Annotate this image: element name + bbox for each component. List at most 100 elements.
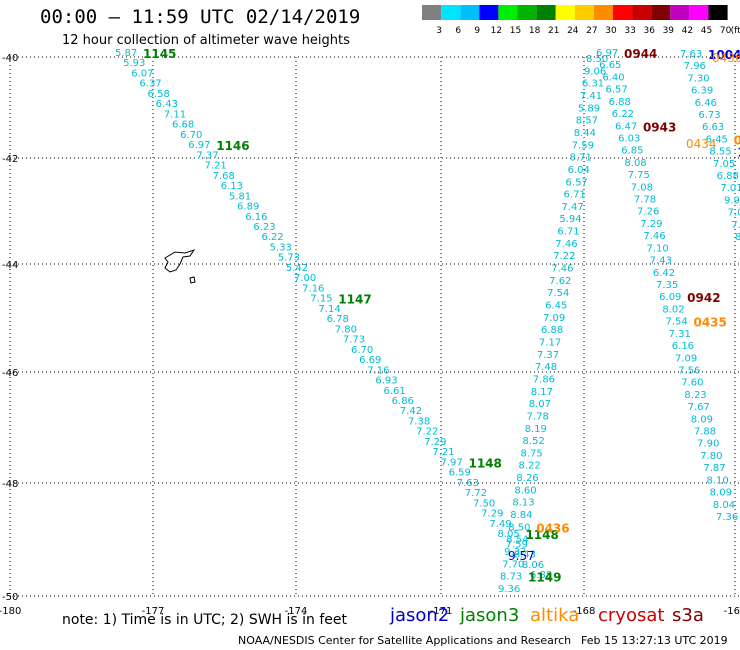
wave-height-label: 8.55 xyxy=(709,147,731,158)
wave-height-label: 8.17 xyxy=(531,387,553,398)
wave-height-label: 8.02 xyxy=(662,304,684,315)
colorbar-swatch xyxy=(708,5,728,20)
pass-time-label: 1145 xyxy=(143,47,176,61)
wave-height-label: 7.22 xyxy=(553,251,575,262)
wave-height-label: 6.39 xyxy=(691,86,713,97)
wave-height-label: 6.68 xyxy=(172,120,194,131)
wave-height-label: 8.54 xyxy=(506,535,528,546)
lon-tick-label: -168 xyxy=(573,606,596,617)
wave-height-label: 8.73 xyxy=(500,572,522,583)
wave-height-label: 6.40 xyxy=(602,72,624,83)
wave-height-label: 6.04 xyxy=(568,165,590,176)
wave-height-label: 7.09 xyxy=(543,313,565,324)
colorbar-swatch xyxy=(651,5,671,20)
wave-height-label: 6.45 xyxy=(706,134,728,145)
wave-height-label: 8.09 xyxy=(710,488,732,499)
wave-height-label: 7.11 xyxy=(164,109,186,120)
colorbar-swatch xyxy=(441,5,461,20)
axis-ticks: -180 -177 -174 -171 -168 -165 -40 -42 -44 -46 -48 -… xyxy=(0,53,740,617)
lat-tick-label: -50 xyxy=(2,592,18,603)
wave-height-label: 7.29 xyxy=(640,219,662,230)
wave-height-label: 7.87 xyxy=(703,463,725,474)
lat-tick-label: -42 xyxy=(2,154,18,165)
wave-height-label: 6.46 xyxy=(695,98,717,109)
pass-time-label: 0944 xyxy=(624,47,657,61)
pass-time-label: 1148 xyxy=(525,528,558,542)
colorbar-label: 9 xyxy=(474,26,480,36)
wave-height-label: 7.05 xyxy=(713,159,735,170)
colorbar-label: 12 xyxy=(491,26,502,36)
graticule xyxy=(9,56,740,597)
lon-tick-label: -171 xyxy=(430,606,453,617)
colorbar-label: 24 xyxy=(567,26,579,36)
wave-height-label: 6.86 xyxy=(392,396,414,407)
colorbar-swatch xyxy=(498,5,518,20)
colorbar-swatch xyxy=(422,5,442,20)
wave-height-label: 6.61 xyxy=(384,386,406,397)
wave-height-label: 6.37 xyxy=(139,79,161,90)
wave-height-label: 5.81 xyxy=(229,191,251,202)
wave-height-label: 5.94 xyxy=(559,214,581,225)
pass-time-label: 0943 xyxy=(643,120,676,134)
wave-height-label: 8.43 xyxy=(514,550,536,561)
wave-height-label: 7.49 xyxy=(489,519,511,530)
wave-height-label: 7.48 xyxy=(535,362,557,373)
wave-height-label: 7.29 xyxy=(481,509,503,520)
lat-tick-label: -40 xyxy=(2,53,18,64)
wave-height-label: 7.46 xyxy=(555,239,577,250)
island-shape xyxy=(164,249,196,273)
wave-height-label: 6.13 xyxy=(221,181,243,192)
colorbar-swatch xyxy=(555,5,575,20)
lon-tick-label: -180 xyxy=(0,606,21,617)
wave-height-label: 8.13 xyxy=(512,498,534,509)
colorbar-label: 3 xyxy=(436,26,442,36)
generation-timestamp: Feb 15 13:27:13 UTC 2019 xyxy=(581,634,728,647)
wave-height-label: 8.07 xyxy=(529,399,551,410)
legend-altika: altika xyxy=(530,605,580,626)
footnote: note: 1) Time is in UTC; 2) SWH is in fe… xyxy=(62,612,348,628)
wave-height-label: 6.73 xyxy=(698,110,720,121)
wave-height-label: 6.70 xyxy=(180,130,202,141)
wave-height-label: 8.50 xyxy=(508,522,530,533)
wave-height-label: 7.17 xyxy=(539,337,561,348)
wave-height-label: 6.71 xyxy=(557,227,579,238)
wave-height-label: 7.73 xyxy=(343,335,365,346)
wave-height-label: 7.26 xyxy=(637,207,659,218)
wave-height-label: 5.73 xyxy=(278,253,300,264)
wave-height-label: 6.31 xyxy=(582,79,604,90)
pass-time-label: 1147 xyxy=(338,293,371,307)
wave-height-label: 7.08 xyxy=(631,182,653,193)
wave-height-label: 8.10 xyxy=(707,475,729,486)
legend-cryosat: cryosat xyxy=(598,605,665,626)
wave-height-label: 6.47 xyxy=(615,121,637,132)
wave-height-label: 7.96 xyxy=(684,61,706,72)
wave-height-label: 6.22 xyxy=(612,109,634,120)
wave-height-label: 7.75 xyxy=(628,170,650,181)
legend-jason2: jason2 xyxy=(390,605,450,626)
wave-height-label: 6.88 xyxy=(530,570,552,581)
altimeter-tracks: 5.875.936.076.376.586.437.116.686.706.97… xyxy=(115,47,740,595)
wave-height-label: 7.62 xyxy=(549,276,571,287)
wave-height-label: 6.43 xyxy=(156,99,178,110)
wave-height-label: 6.65 xyxy=(599,60,621,71)
pass-time-label: 0436 xyxy=(536,521,569,535)
wave-height-label: 6.88 xyxy=(541,325,563,336)
lat-tick-label: -44 xyxy=(2,260,18,271)
wave-height-label: 7.70 xyxy=(502,559,524,570)
pass-time-label: 1146 xyxy=(216,139,249,153)
pass-time-label: 0434 xyxy=(734,133,740,147)
legend-s3a: s3a xyxy=(672,605,704,626)
colorbar-swatch xyxy=(460,5,480,20)
wave-height-label: 8.05 xyxy=(497,529,519,540)
wave-height-label: 7.60 xyxy=(681,378,703,389)
wave-height-label: 6.93 xyxy=(375,376,397,387)
wave-height-label: 7.54 xyxy=(665,317,687,328)
wave-height-label: 7.86 xyxy=(533,374,555,385)
wave-height-label: 8.44 xyxy=(574,128,596,139)
pass-time-label: 1148 xyxy=(468,456,501,470)
wave-height-label: 7.78 xyxy=(634,195,656,206)
wave-height-label: 7.42 xyxy=(400,406,422,417)
colorbar-swatch xyxy=(613,5,633,20)
wave-height-label: 7.41 xyxy=(580,91,602,102)
